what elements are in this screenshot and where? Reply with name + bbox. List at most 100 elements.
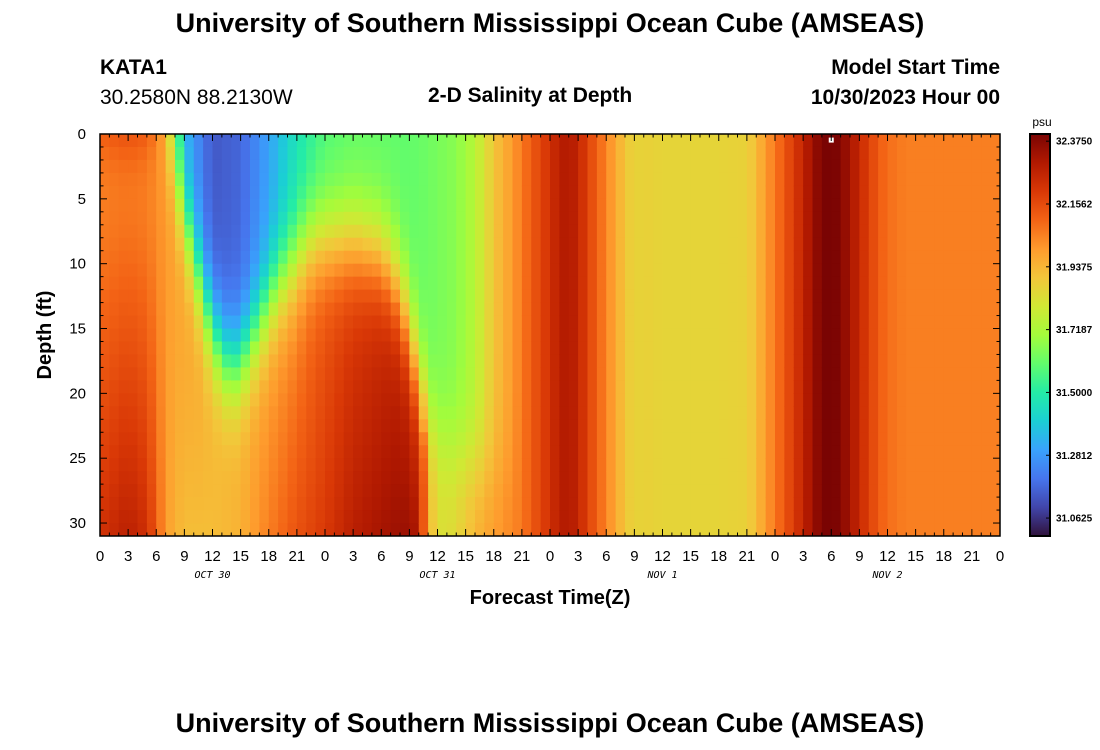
heatmap-cell (503, 211, 514, 226)
heatmap-cell (887, 432, 898, 446)
heatmap-cell (278, 172, 289, 187)
heatmap-cell (906, 510, 917, 524)
heatmap-cell (240, 484, 251, 498)
heatmap-cell (943, 185, 954, 200)
heatmap-cell (362, 289, 373, 304)
heatmap-cell (868, 328, 879, 343)
heatmap-cell (240, 250, 251, 265)
heatmap-cell (990, 367, 1000, 381)
heatmap-cell (334, 315, 345, 330)
heatmap-cell (540, 276, 551, 291)
heatmap-cell (296, 263, 307, 278)
heatmap-cell (175, 159, 185, 174)
heatmap-cell (128, 510, 139, 524)
heatmap-cell (371, 146, 382, 161)
heatmap-cell (315, 523, 326, 536)
heatmap-cell (737, 302, 748, 317)
heatmap-cell (821, 419, 832, 433)
heatmap-cell (409, 211, 420, 226)
heatmap-cell (240, 367, 251, 381)
heatmap-cell (287, 484, 298, 498)
heatmap-cell (737, 393, 748, 407)
heatmap-cell (137, 497, 148, 511)
heatmap-cell (971, 419, 982, 433)
heatmap-cell (943, 445, 954, 459)
heatmap-cell (793, 302, 804, 317)
heatmap-cell (859, 484, 870, 498)
heatmap-cell (859, 198, 870, 213)
heatmap-cell (409, 393, 420, 407)
heatmap-cell (812, 159, 823, 174)
heatmap-cell (943, 146, 954, 161)
heatmap-cell (550, 302, 560, 317)
heatmap-cell (915, 289, 926, 304)
heatmap-cell (896, 237, 907, 252)
heatmap-cell (625, 406, 635, 420)
heatmap-cell (953, 341, 964, 356)
heatmap-cell (784, 328, 795, 343)
heatmap-cell (371, 159, 382, 174)
heatmap-cell (484, 497, 495, 511)
heatmap-cell (653, 276, 664, 291)
heatmap-cell (821, 471, 832, 485)
heatmap-cell (559, 224, 570, 239)
heatmap-cell (531, 406, 542, 420)
heatmap-cell (203, 341, 214, 356)
heatmap-cell (568, 458, 579, 472)
heatmap-cell (512, 510, 523, 524)
heatmap-cell (381, 497, 392, 511)
heatmap-cell (662, 263, 673, 278)
heatmap-cell (278, 185, 289, 200)
heatmap-cell (203, 367, 214, 381)
heatmap-cell (971, 445, 982, 459)
heatmap-cell (296, 276, 307, 291)
heatmap-cell (128, 471, 139, 485)
heatmap-cell (118, 354, 129, 369)
heatmap-cell (231, 315, 242, 330)
heatmap-cell (737, 432, 748, 446)
heatmap-cell (887, 263, 898, 278)
heatmap-cell (906, 445, 917, 459)
heatmap-cell (793, 185, 804, 200)
heatmap-cell (418, 341, 429, 356)
heatmap-cell (953, 185, 964, 200)
heatmap-cell (512, 159, 523, 174)
heatmap-cell (165, 250, 176, 265)
heatmap-cell (578, 263, 589, 278)
heatmap-cell (212, 393, 223, 407)
heatmap-cell (231, 367, 242, 381)
heatmap-cell (353, 393, 364, 407)
heatmap-cell (128, 367, 139, 381)
heatmap-cell (878, 172, 889, 187)
heatmap-cell (775, 302, 785, 317)
heatmap-cell (746, 497, 757, 511)
heatmap-cell (925, 497, 935, 511)
heatmap-cell (671, 134, 682, 148)
heatmap-cell (184, 510, 195, 524)
heatmap-cell (203, 458, 214, 472)
heatmap-cell (671, 263, 682, 278)
heatmap-cell (240, 354, 251, 369)
heatmap-cell (165, 510, 176, 524)
heatmap-cell (381, 393, 392, 407)
heatmap-cell (962, 302, 973, 317)
heatmap-cell (568, 471, 579, 485)
heatmap-cell (653, 172, 664, 187)
heatmap-cell (315, 185, 326, 200)
heatmap-cell (587, 250, 598, 265)
heatmap-cell (550, 341, 560, 356)
heatmap-cell (793, 328, 804, 343)
heatmap-cell (512, 432, 523, 446)
heatmap-cell (831, 263, 842, 278)
heatmap-cell (662, 134, 673, 148)
heatmap-cell (681, 224, 692, 239)
heatmap-cell (840, 445, 851, 459)
heatmap-cell (971, 276, 982, 291)
heatmap-cell (868, 134, 879, 148)
heatmap-cell (287, 302, 298, 317)
heatmap-cell (615, 471, 626, 485)
heatmap-cell (278, 510, 289, 524)
heatmap-cell (343, 315, 354, 330)
heatmap-cell (578, 159, 589, 174)
heatmap-cell (606, 250, 617, 265)
